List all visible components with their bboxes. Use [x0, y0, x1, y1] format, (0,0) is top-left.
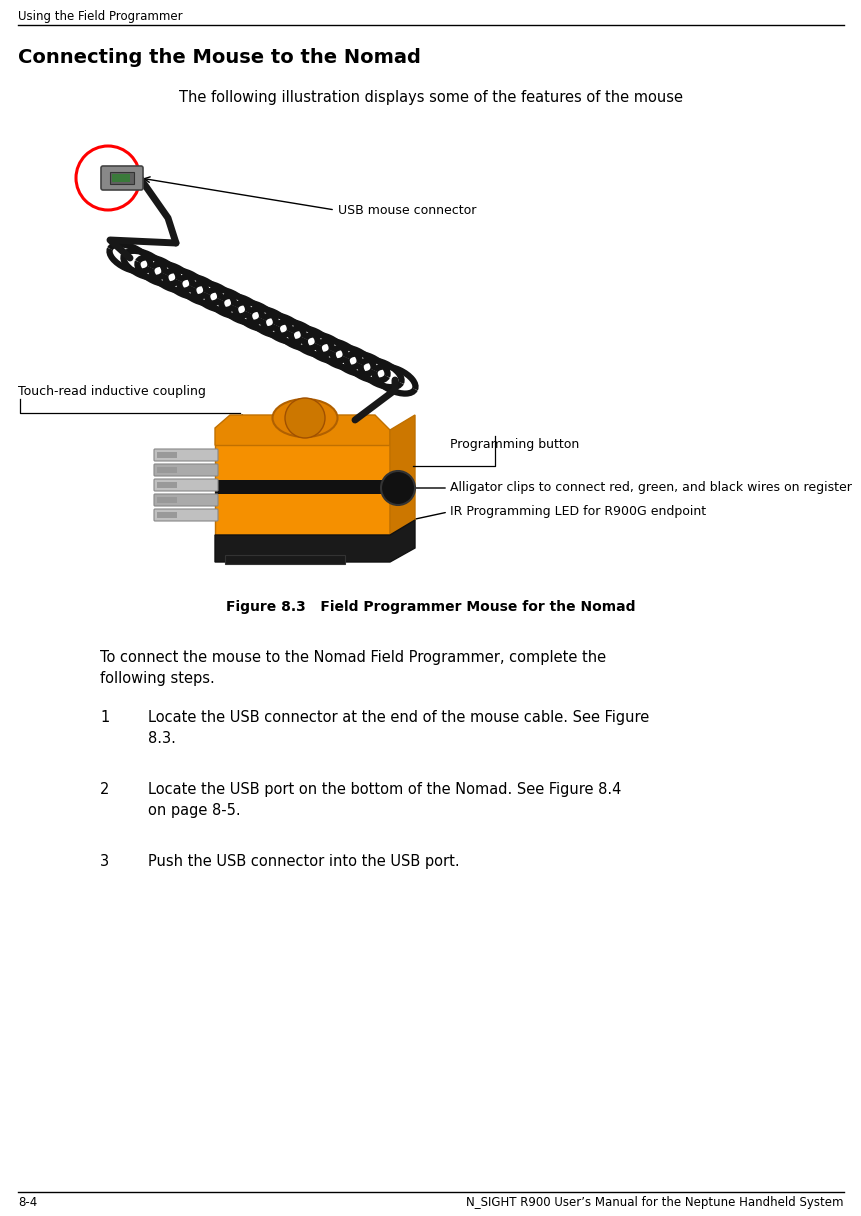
Text: Using the Field Programmer: Using the Field Programmer	[18, 10, 183, 23]
Text: IR Programming LED for R900G endpoint: IR Programming LED for R900G endpoint	[449, 506, 705, 518]
Bar	[112, 174, 130, 182]
FancyBboxPatch shape	[154, 510, 218, 520]
FancyBboxPatch shape	[154, 479, 218, 491]
Circle shape	[285, 398, 325, 438]
Text: Figure 8.3   Field Programmer Mouse for the Nomad: Figure 8.3 Field Programmer Mouse for th…	[226, 599, 635, 614]
Text: Locate the USB connector at the end of the mouse cable. See Figure
8.3.: Locate the USB connector at the end of t…	[148, 710, 648, 745]
Text: Touch-read inductive coupling: Touch-read inductive coupling	[18, 385, 206, 398]
Text: 8-4: 8-4	[18, 1197, 37, 1209]
Bar	[157, 467, 177, 473]
Text: Push the USB connector into the USB port.: Push the USB connector into the USB port…	[148, 854, 459, 869]
Bar	[157, 452, 177, 458]
Ellipse shape	[272, 399, 338, 437]
Text: N_SIGHT R900 User’s Manual for the Neptune Handheld System: N_SIGHT R900 User’s Manual for the Neptu…	[466, 1197, 843, 1209]
Bar	[225, 554, 344, 564]
Text: 3: 3	[100, 854, 109, 869]
FancyBboxPatch shape	[101, 167, 143, 190]
FancyBboxPatch shape	[154, 494, 218, 506]
Text: Connecting the Mouse to the Nomad: Connecting the Mouse to the Nomad	[18, 47, 420, 67]
FancyBboxPatch shape	[154, 449, 218, 461]
Text: Programming button: Programming button	[449, 438, 579, 451]
Text: To connect the mouse to the Nomad Field Programmer, complete the
following steps: To connect the mouse to the Nomad Field …	[100, 651, 605, 686]
Bar	[214, 480, 389, 494]
Text: Locate the USB port on the bottom of the Nomad. See Figure 8.4
on page 8-5.: Locate the USB port on the bottom of the…	[148, 782, 621, 818]
Text: The following illustration displays some of the features of the mouse: The following illustration displays some…	[179, 90, 682, 105]
Bar	[157, 497, 177, 503]
Bar	[157, 512, 177, 518]
Text: USB mouse connector: USB mouse connector	[338, 203, 476, 216]
Polygon shape	[214, 445, 389, 535]
Polygon shape	[214, 520, 414, 562]
Bar	[157, 482, 177, 488]
Polygon shape	[389, 415, 414, 535]
Polygon shape	[214, 415, 389, 455]
Text: 1: 1	[100, 710, 109, 725]
Text: 2: 2	[100, 782, 109, 796]
FancyBboxPatch shape	[154, 465, 218, 475]
Circle shape	[381, 471, 414, 505]
Text: Alligator clips to connect red, green, and black wires on register: Alligator clips to connect red, green, a…	[449, 482, 851, 495]
Bar	[110, 171, 133, 184]
